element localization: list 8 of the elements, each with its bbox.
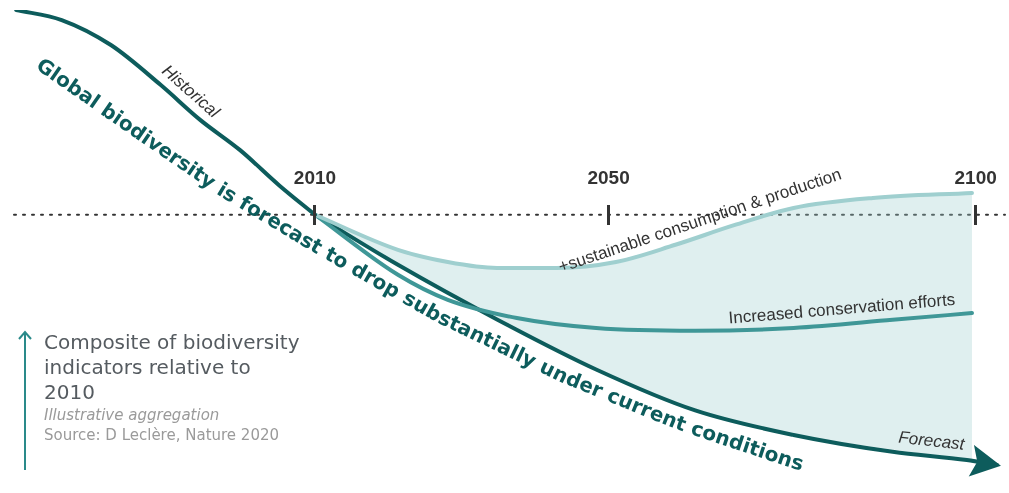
series-label: Increased conservation efforts	[727, 289, 956, 328]
y-axis-title: Composite of biodiversity indicators relative to 2010	[44, 330, 301, 405]
text: Forecast	[897, 427, 967, 454]
annotation: Illustrative aggregation	[44, 405, 221, 425]
x-tick-label: 2050	[587, 167, 630, 189]
x-tick-label: 2010	[293, 167, 337, 189]
annotation: Source: D Leclère, Nature 2020	[44, 425, 281, 445]
x-tick-label: 2100	[954, 167, 997, 189]
